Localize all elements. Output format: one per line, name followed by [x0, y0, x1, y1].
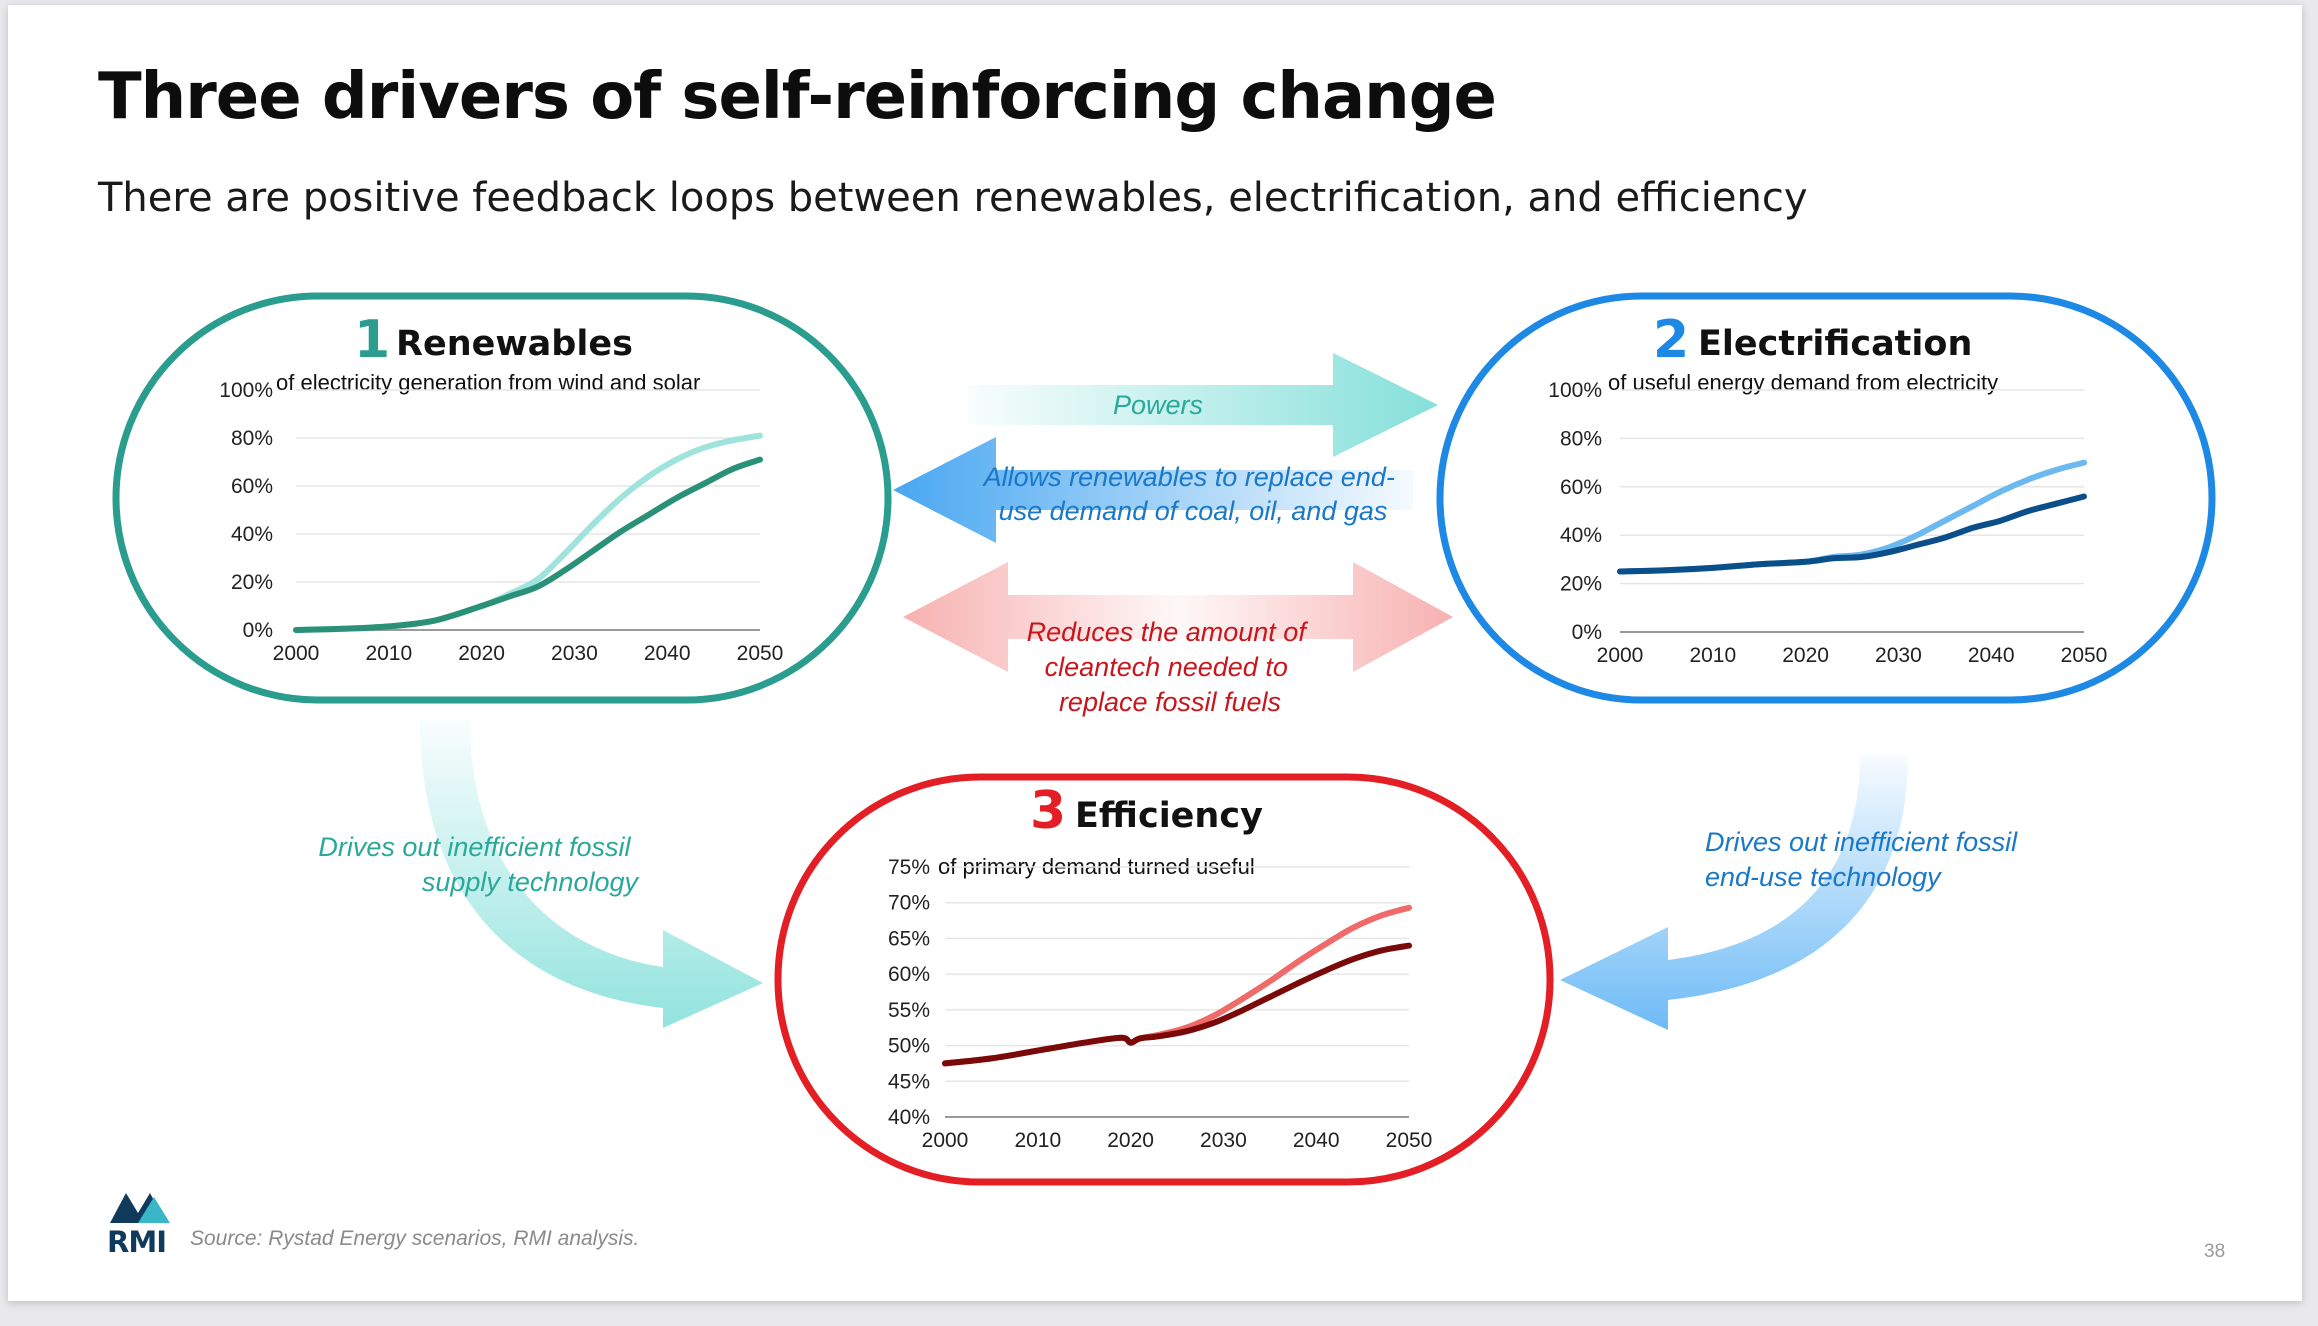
page-subtitle: There are positive feedback loops betwee…: [98, 175, 1808, 221]
electrification-title: Electrification: [1698, 324, 1972, 364]
powers-label: Powers: [1113, 390, 1203, 420]
electrification-x-tick-label: 2040: [1968, 644, 2015, 667]
drives-left-arrow: [420, 720, 763, 1028]
electrification-number: 2: [1653, 310, 1689, 370]
efficiency-y-tick-label: 65%: [888, 927, 930, 950]
electrification-chart: 0% 20% 40% 60% 80% 100% 2000 2010 2020 2030 2040 20…: [1548, 379, 2107, 667]
page-title: Three drivers of self-reinforcing change: [98, 60, 1497, 134]
renewables-description: of electricity generation from wind and …: [276, 370, 700, 395]
reduces-label: Reduces the amount of cleantech needed t…: [1027, 617, 1314, 717]
renewables-x-tick-label: 2030: [551, 642, 598, 665]
renewables-x-tick-label: 2050: [737, 642, 784, 665]
efficiency-number: 3: [1030, 781, 1066, 841]
drives-right-arrow: [1560, 755, 1908, 1030]
efficiency-x-tick-label: 2000: [922, 1129, 969, 1152]
source-note: Source: Rystad Energy scenarios, RMI ana…: [190, 1227, 640, 1250]
efficiency-x-tick-label: 2040: [1293, 1129, 1340, 1152]
allows-label-line-1: Allows renewables to replace end-: [982, 462, 1395, 492]
efficiency-y-tick-label: 70%: [888, 892, 930, 915]
efficiency-y-tick-label: 40%: [888, 1106, 930, 1129]
renewables-x-tick-label: 2000: [273, 642, 320, 665]
drives-left-label-line-1: Drives out inefficient fossil: [318, 832, 631, 862]
electrification-x-tick-label: 2000: [1597, 644, 1644, 667]
efficiency-y-tick-label: 75%: [888, 856, 930, 879]
slide: Three drivers of self-reinforcing change…: [8, 5, 2302, 1301]
reduces-label-line-1: Reduces the amount of: [1027, 617, 1309, 647]
electrification-x-tick-label: 2050: [2061, 644, 2108, 667]
renewables-chart: 0% 20% 40% 60% 80% 100% 2000 2010 2020 2030 2040 20…: [219, 379, 783, 665]
drives-right-label: Drives out inefficient fossil end-use te…: [1705, 827, 2025, 892]
electrification-y-tick-label: 100%: [1548, 379, 1602, 402]
electrification-y-tick-label: 40%: [1560, 524, 1602, 547]
renewables-y-tick-label: 40%: [231, 523, 273, 546]
electrification-x-tick-label: 2030: [1875, 644, 1922, 667]
page-number: 38: [2204, 1241, 2226, 1262]
efficiency-y-tick-label: 45%: [888, 1070, 930, 1093]
reduces-label-line-2: cleantech needed to: [1045, 652, 1288, 682]
reduces-arrow: [903, 562, 1453, 672]
powers-arrow: [968, 353, 1438, 457]
efficiency-x-tick-label: 2020: [1107, 1129, 1154, 1152]
drives-right-label-line-2: end-use technology: [1705, 862, 1942, 892]
renewables-y-tick-label: 80%: [231, 427, 273, 450]
electrification-y-tick-label: 20%: [1560, 573, 1602, 596]
electrification-y-tick-label: 0%: [1572, 621, 1602, 644]
allows-label: Allows renewables to replace end- use de…: [982, 462, 1403, 526]
efficiency-y-tick-label: 50%: [888, 1035, 930, 1058]
renewables-number: 1: [354, 310, 390, 370]
renewables-y-tick-label: 100%: [219, 379, 273, 402]
rmi-logo-icon: [110, 1193, 170, 1223]
rmi-logo-text: RMI: [107, 1225, 167, 1259]
electrification-series-line-2: [1617, 493, 2087, 575]
renewables-title: Renewables: [396, 324, 633, 364]
efficiency-series-line-2: [942, 942, 1412, 1067]
efficiency-y-tick-label: 60%: [888, 963, 930, 986]
electrification-y-tick-label: 80%: [1560, 427, 1602, 450]
renewables-x-tick-label: 2010: [365, 642, 412, 665]
renewables-x-tick-label: 2020: [458, 642, 505, 665]
efficiency-title: Efficiency: [1075, 796, 1263, 836]
allows-arrow: [893, 437, 1413, 543]
drives-left-label-line-2: supply technology: [422, 867, 640, 897]
renewables-x-tick-label: 2040: [644, 642, 691, 665]
feedback-diagram: 1 Renewables of electricity generation f…: [112, 292, 2216, 1186]
efficiency-x-tick-label: 2030: [1200, 1129, 1247, 1152]
electrification-capsule: [1436, 292, 2216, 704]
renewables-y-tick-label: 60%: [231, 475, 273, 498]
drives-right-label-line-1: Drives out inefficient fossil: [1705, 827, 2018, 857]
drives-left-label: Drives out inefficient fossil supply tec…: [318, 832, 639, 897]
renewables-series-line-2: [293, 456, 763, 633]
efficiency-x-tick-label: 2010: [1014, 1129, 1061, 1152]
efficiency-y-tick-label: 55%: [888, 999, 930, 1022]
electrification-x-tick-label: 2020: [1782, 644, 1829, 667]
renewables-capsule: [112, 292, 892, 704]
renewables-y-tick-label: 0%: [243, 619, 273, 642]
electrification-x-tick-label: 2010: [1689, 644, 1736, 667]
electrification-description: of useful energy demand from electricity: [1608, 370, 1998, 395]
electrification-y-tick-label: 60%: [1560, 476, 1602, 499]
efficiency-chart: 40% 45% 50% 55% 60% 65% 70% 75% 2000 2010 2020 2030…: [888, 856, 1432, 1152]
efficiency-x-tick-label: 2050: [1386, 1129, 1433, 1152]
allows-label-line-2: use demand of coal, oil, and gas: [999, 496, 1388, 526]
reduces-label-line-3: replace fossil fuels: [1059, 687, 1281, 717]
renewables-y-tick-label: 20%: [231, 571, 273, 594]
